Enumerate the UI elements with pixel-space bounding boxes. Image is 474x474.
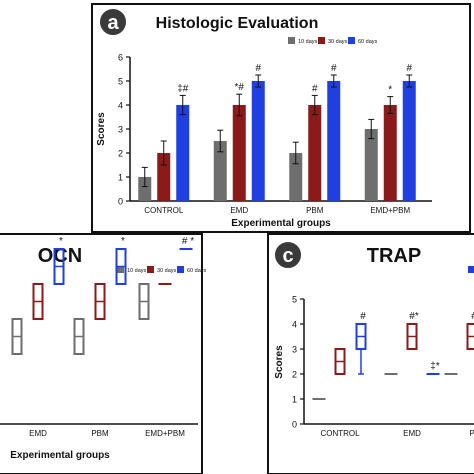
significance-mark: * (388, 85, 392, 96)
bar-10-days (364, 129, 378, 201)
y-tick-label: 6 (118, 53, 123, 63)
y-axis-title: Scores (274, 345, 285, 379)
x-axis-title: Experimental groups (231, 218, 331, 229)
significance-mark: ‡* (430, 361, 440, 372)
y-tick-label: 0 (292, 420, 297, 430)
bar-60-days (327, 81, 341, 201)
legend-swatch (177, 266, 184, 273)
significance-mark: ‡# (177, 83, 189, 94)
y-tick-label: 5 (292, 295, 297, 305)
legend-swatch (288, 37, 295, 44)
panel-c-frame (267, 233, 474, 474)
x-tick-label: EMD+PBM (370, 206, 410, 215)
significance-mark: # (471, 311, 474, 322)
significance-mark: #* (409, 311, 419, 322)
panel-b-frame (0, 233, 203, 474)
bar-30-days (383, 105, 397, 201)
bar-30-days (157, 153, 171, 201)
bar-10-days (213, 141, 227, 201)
panel-c-badge (273, 240, 303, 270)
x-tick-label: CONTROL (320, 429, 360, 438)
legend-swatch (318, 37, 325, 44)
x-tick-label: PBM (306, 206, 324, 215)
legend-label: 60 days (358, 39, 378, 45)
y-tick-label: 5 (118, 77, 123, 87)
significance-mark: # (360, 311, 366, 322)
y-tick-label: 4 (292, 320, 297, 330)
x-axis-title: Experimental groups (10, 450, 110, 461)
legend-swatch (147, 266, 154, 273)
x-tick-label: P (469, 429, 474, 438)
significance-mark: *# (235, 82, 245, 93)
y-tick-label: 2 (292, 370, 297, 380)
x-tick-label: CONTROL (144, 206, 184, 215)
significance-mark: * (121, 236, 125, 247)
legend-label: 10 days (298, 39, 318, 45)
trap-chart: 0 1 2 3 4 5 # CONTROL #* ‡* EMD # P Scores (274, 266, 474, 438)
x-tick-label: EMD (230, 206, 248, 215)
panel-b-title: OCN (38, 245, 82, 267)
y-tick-label: 1 (118, 173, 123, 183)
significance-mark: # * (182, 236, 194, 247)
legend-label: 60 days (187, 268, 207, 274)
y-tick-label: 2 (118, 149, 123, 159)
legend-label: 30 days (157, 268, 177, 274)
bar-10-days (138, 177, 152, 201)
y-tick-label: 0 (118, 197, 123, 207)
significance-mark: # (406, 63, 412, 74)
significance-mark: * (59, 236, 63, 247)
panel-a-frame (91, 3, 471, 233)
bar-60-days (402, 81, 416, 201)
bar-60-days (251, 81, 265, 201)
legend-swatch (117, 266, 124, 273)
panel-c-title: TRAP (367, 245, 421, 267)
bar-30-days (308, 105, 322, 201)
legend-swatch (348, 37, 355, 44)
y-tick-label: 3 (292, 345, 297, 355)
x-tick-label: EMD+PBM (145, 429, 185, 438)
legend-label: 30 days (328, 39, 348, 45)
bar-10-days (289, 153, 303, 201)
legend-label: 10 days (127, 268, 147, 274)
x-tick-label: PBM (91, 429, 109, 438)
significance-mark: # (312, 83, 318, 94)
y-tick-label: 1 (292, 395, 297, 405)
y-tick-label: 3 (118, 125, 123, 135)
significance-mark: # (255, 63, 261, 74)
panel-c-letter: c (282, 245, 293, 267)
y-tick-label: 4 (118, 101, 123, 111)
x-tick-label: EMD (403, 429, 421, 438)
significance-mark: # (331, 63, 337, 74)
ocn-chart: 10 days 30 days 60 days * EMD * PBM # * EMD+PBM E… (0, 236, 207, 461)
panel-a-badge (98, 7, 128, 37)
bar-60-days (176, 105, 190, 201)
legend-swatch (468, 266, 474, 273)
panel-a-letter: a (107, 12, 119, 34)
y-axis-title: Scores (96, 112, 107, 146)
x-tick-label: EMD (29, 429, 47, 438)
panel-a-title: Histologic Evaluation (156, 15, 319, 32)
bar-30-days (232, 105, 246, 201)
